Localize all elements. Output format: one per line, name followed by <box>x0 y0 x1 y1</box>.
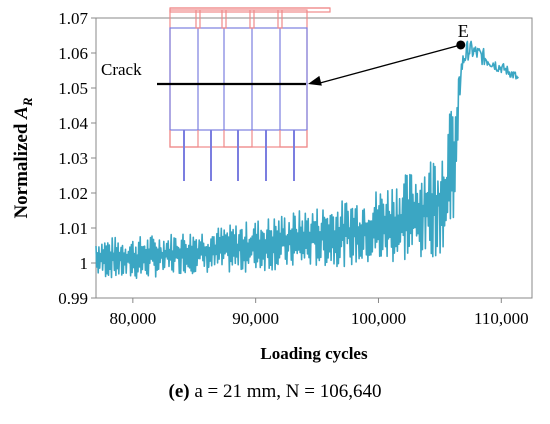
y-axis-label-text: Normalized <box>11 119 32 219</box>
y-tick-label: 1.07 <box>58 9 88 28</box>
axes: 0.99 1 1.01 1.02 1.03 1.04 1.05 1.06 1.07 80,000 9… <box>11 9 533 363</box>
point-e-label: E <box>458 21 469 41</box>
diagram-notch <box>195 10 201 29</box>
y-axis-label-var: A <box>11 106 32 120</box>
diagram-inner-frame <box>169 27 308 131</box>
caption-panel-label: (e) <box>168 381 190 402</box>
y-tick-label: 1.03 <box>58 149 88 168</box>
arrow-line <box>319 45 457 84</box>
diagram-outer-frame <box>169 9 308 148</box>
figure-caption: (e) a = 21 mm, N = 106,640 <box>0 381 550 403</box>
y-tick-label: 1.04 <box>58 114 88 133</box>
diagram-notch <box>249 10 255 29</box>
annotations: E <box>308 21 469 86</box>
specimen-diagram: Crack <box>101 7 331 181</box>
y-axis-label-sub: R <box>20 97 35 107</box>
arrow-head <box>308 75 322 86</box>
x-tick-label: 90,000 <box>232 309 279 328</box>
y-tick-label: 1.02 <box>58 184 88 203</box>
diagram-notch <box>277 10 283 29</box>
y-tick-label: 1.05 <box>58 79 88 98</box>
y-tick-label: 0.99 <box>58 289 88 308</box>
x-tick-label: 80,000 <box>109 309 156 328</box>
y-tick-label: 1.06 <box>58 44 88 63</box>
x-axis-label: Loading cycles <box>260 344 368 363</box>
crack-label: Crack <box>101 60 142 79</box>
caption-text: a = 21 mm, N = 106,640 <box>189 381 382 402</box>
series <box>95 40 519 280</box>
y-tick-label: 1 <box>80 254 89 273</box>
y-axis-label: Normalized AR <box>11 97 35 218</box>
diagram-notch <box>221 10 227 29</box>
point-e-marker <box>456 40 466 50</box>
y-tick-label: 1.01 <box>58 219 88 238</box>
series-line <box>95 40 519 280</box>
x-tick-label: 100,000 <box>351 309 406 328</box>
x-tick-label: 110,000 <box>474 309 529 328</box>
